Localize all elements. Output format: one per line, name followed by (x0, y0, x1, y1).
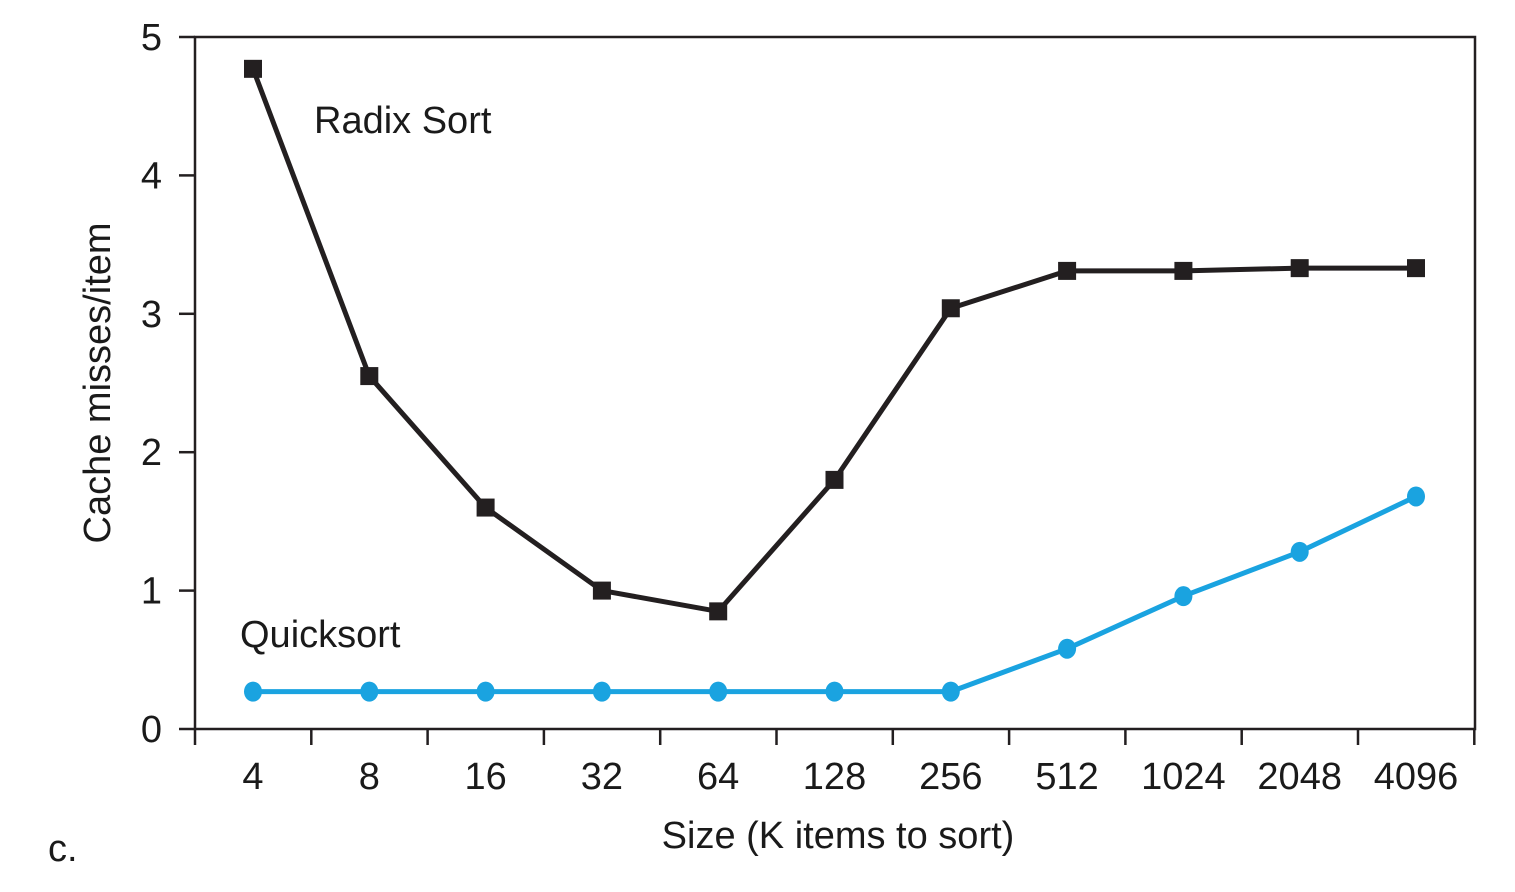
data-point-quicksort (941, 681, 960, 702)
x-tick-label: 4 (242, 756, 263, 798)
x-tick-label: 64 (697, 756, 739, 798)
y-tick-label: 5 (141, 17, 162, 59)
y-tick-label: 2 (141, 432, 162, 474)
data-point-radix-sort (1058, 261, 1077, 280)
x-tick-label: 16 (464, 756, 506, 798)
data-point-quicksort (244, 681, 262, 702)
y-tick-label: 1 (141, 571, 162, 613)
x-axis: 4 8 16 32 64 128 256 512 1024 2048 4096 (193, 729, 1476, 798)
series-quicksort (244, 486, 1425, 702)
data-point-quicksort (709, 681, 728, 702)
data-point-quicksort (825, 681, 844, 702)
panel-label: c. (48, 828, 78, 870)
y-axis: 0 1 2 3 4 5 (141, 17, 195, 751)
data-point-radix-sort (941, 299, 960, 318)
data-point-radix-sort (592, 581, 611, 600)
series-line-radix-sort (250, 67, 1416, 614)
y-axis-label: Cache misses/item (77, 223, 119, 544)
x-tick-label: 8 (359, 756, 380, 798)
series-layer (244, 59, 1425, 702)
plot-frame (193, 35, 1477, 731)
x-tick-label: 256 (919, 756, 982, 798)
y-tick-label: 0 (141, 709, 162, 751)
data-point-quicksort (360, 681, 379, 702)
x-tick-label: 1024 (1141, 756, 1226, 798)
data-point-radix-sort (1174, 261, 1193, 280)
data-point-radix-sort (476, 498, 495, 517)
y-tick-label: 4 (141, 155, 162, 197)
data-point-radix-sort (825, 470, 844, 489)
data-point-radix-sort (1290, 259, 1309, 278)
x-tick-label: 128 (803, 756, 866, 798)
x-tick-label: 4096 (1374, 756, 1459, 798)
data-point-quicksort (1174, 586, 1193, 607)
data-point-radix-sort (244, 59, 262, 78)
data-point-radix-sort (709, 602, 728, 621)
x-tick-label: 32 (581, 756, 623, 798)
data-point-quicksort (1058, 638, 1077, 659)
data-point-quicksort (1407, 486, 1425, 507)
x-tick-label: 512 (1035, 756, 1098, 798)
series-radix-sort (244, 59, 1425, 621)
x-axis-label: Size (K items to sort) (662, 815, 1015, 857)
x-tick-label: 2048 (1257, 756, 1342, 798)
series-label-radix-sort: Radix Sort (314, 100, 492, 142)
data-point-radix-sort (360, 367, 379, 386)
data-point-quicksort (592, 681, 611, 702)
data-point-radix-sort (1407, 259, 1425, 278)
data-point-quicksort (1290, 541, 1309, 562)
y-tick-label: 3 (141, 294, 162, 336)
series-line-quicksort (253, 494, 1418, 695)
series-label-quicksort: Quicksort (240, 614, 401, 656)
data-point-quicksort (476, 681, 495, 702)
